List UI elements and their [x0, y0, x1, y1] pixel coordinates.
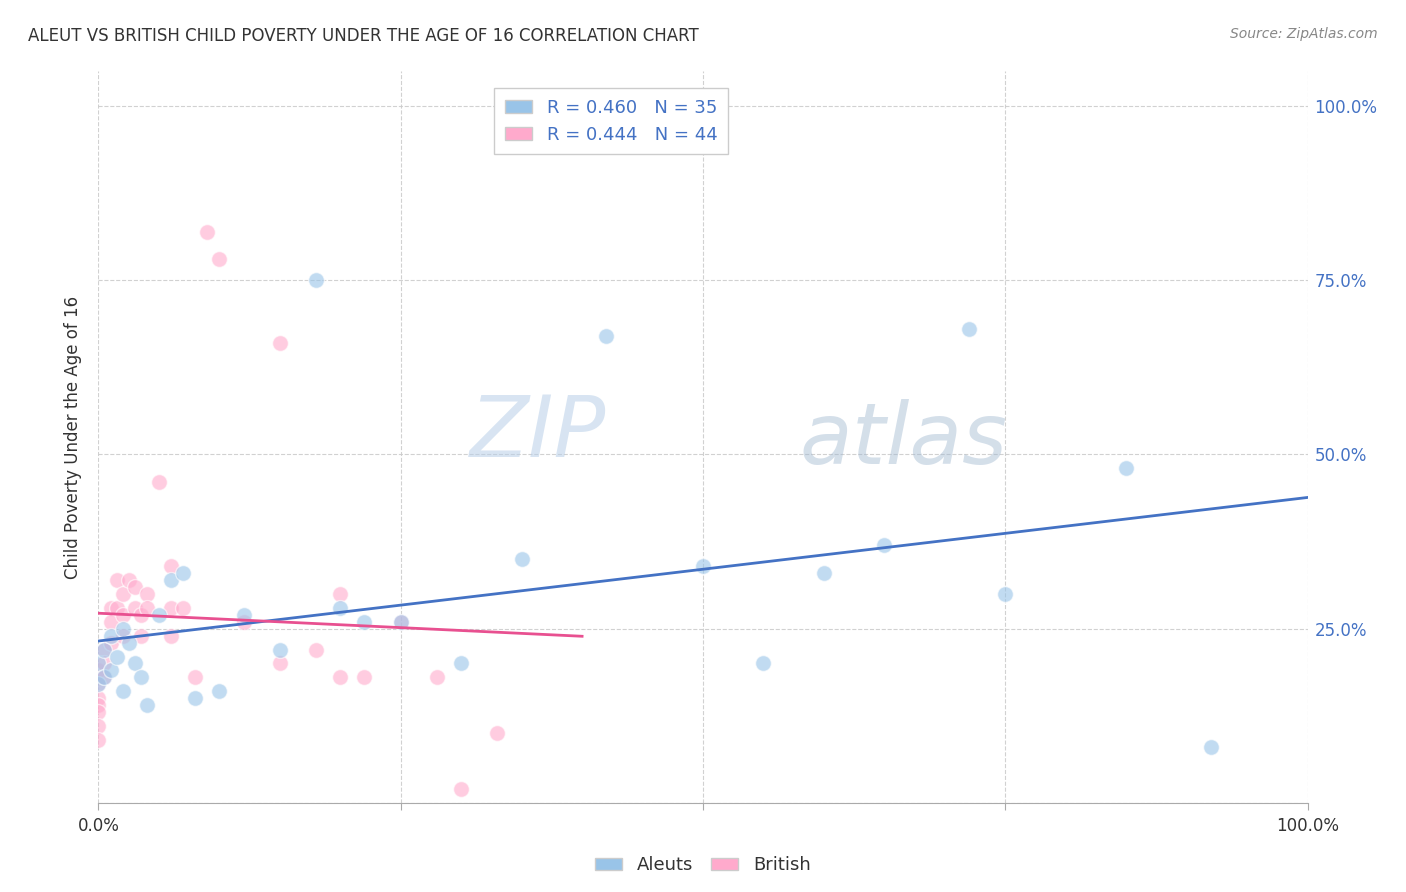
Point: [87, 664, 110, 678]
Point: [148, 607, 170, 622]
Point: [135, 698, 157, 713]
Point: [129, 670, 152, 684]
Point: [111, 684, 134, 698]
Point: [1115, 461, 1137, 475]
Point: [87, 691, 110, 706]
Point: [87, 733, 110, 747]
Point: [129, 607, 152, 622]
Point: [105, 649, 128, 664]
Point: [595, 329, 617, 343]
Point: [100, 615, 122, 629]
Point: [172, 566, 194, 580]
Point: [160, 558, 183, 573]
Point: [135, 600, 157, 615]
Point: [93, 657, 115, 671]
Point: [353, 615, 375, 629]
Point: [118, 573, 141, 587]
Point: [160, 573, 183, 587]
Point: [813, 566, 835, 580]
Point: [148, 475, 170, 490]
Point: [232, 607, 254, 622]
Text: Source: ZipAtlas.com: Source: ZipAtlas.com: [1230, 27, 1378, 41]
Point: [160, 600, 183, 615]
Point: [450, 781, 472, 796]
Point: [195, 225, 218, 239]
Point: [160, 629, 183, 643]
Point: [994, 587, 1017, 601]
Point: [87, 657, 110, 671]
Point: [172, 600, 194, 615]
Point: [692, 558, 714, 573]
Point: [353, 670, 375, 684]
Point: [87, 705, 110, 719]
Point: [450, 657, 472, 671]
Point: [111, 629, 134, 643]
Text: ALEUT VS BRITISH CHILD POVERTY UNDER THE AGE OF 16 CORRELATION CHART: ALEUT VS BRITISH CHILD POVERTY UNDER THE…: [28, 27, 699, 45]
Point: [232, 615, 254, 629]
Point: [329, 587, 352, 601]
Point: [87, 677, 110, 691]
Y-axis label: Child Poverty Under the Age of 16: Child Poverty Under the Age of 16: [65, 295, 83, 579]
Point: [93, 670, 115, 684]
Point: [184, 691, 207, 706]
Point: [93, 670, 115, 684]
Point: [135, 587, 157, 601]
Point: [105, 573, 128, 587]
Point: [269, 657, 291, 671]
Point: [873, 538, 896, 552]
Point: [269, 336, 291, 351]
Point: [93, 642, 115, 657]
Point: [100, 600, 122, 615]
Point: [389, 615, 412, 629]
Point: [269, 642, 291, 657]
Text: ZIP: ZIP: [470, 392, 606, 475]
Point: [124, 600, 146, 615]
Point: [100, 635, 122, 649]
Point: [1199, 740, 1222, 755]
Point: [105, 600, 128, 615]
Point: [329, 600, 352, 615]
Point: [111, 587, 134, 601]
Point: [87, 677, 110, 691]
Point: [305, 642, 328, 657]
Point: [100, 664, 122, 678]
Point: [752, 657, 775, 671]
Point: [87, 719, 110, 733]
Point: [129, 629, 152, 643]
Point: [93, 642, 115, 657]
Point: [111, 622, 134, 636]
Point: [426, 670, 449, 684]
Point: [486, 726, 509, 740]
Point: [957, 322, 980, 336]
Point: [510, 552, 533, 566]
Point: [389, 615, 412, 629]
Point: [124, 580, 146, 594]
Legend: Aleuts, British: Aleuts, British: [588, 849, 818, 881]
Text: atlas: atlas: [800, 400, 1008, 483]
Point: [118, 635, 141, 649]
Point: [305, 273, 328, 287]
Point: [100, 629, 122, 643]
Point: [208, 684, 231, 698]
Point: [87, 698, 110, 713]
Point: [111, 607, 134, 622]
Point: [124, 657, 146, 671]
Point: [208, 252, 231, 267]
Point: [329, 670, 352, 684]
Point: [184, 670, 207, 684]
